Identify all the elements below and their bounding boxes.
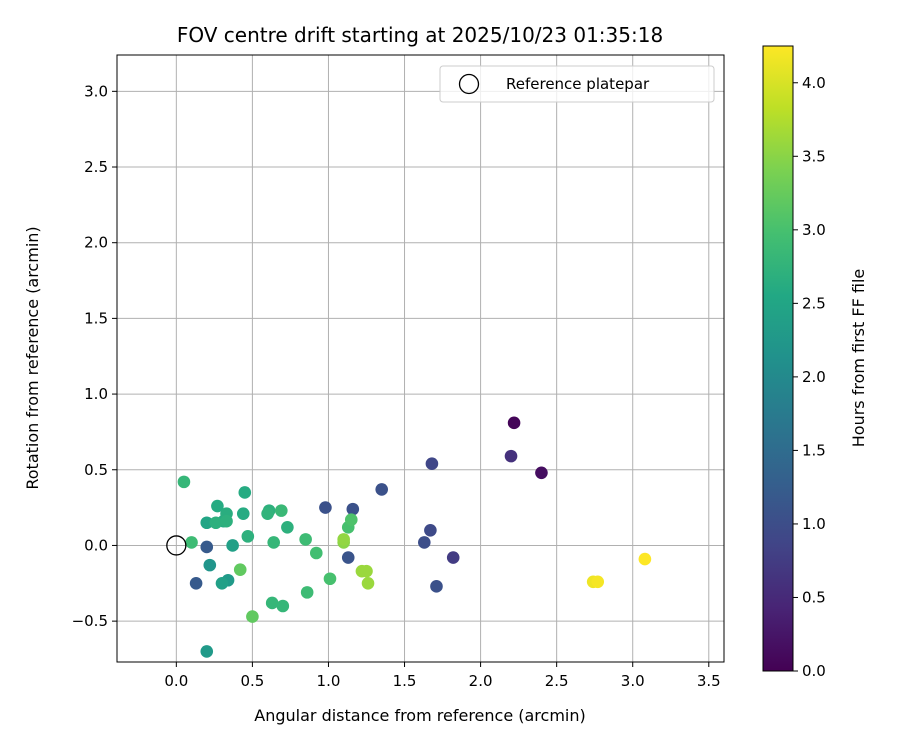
colorbar-tick-label: 2.0	[802, 368, 826, 386]
data-point	[189, 576, 203, 590]
x-tick-label: 0.0	[164, 672, 188, 690]
colorbar-tick-label: 0.0	[802, 662, 826, 680]
data-point	[203, 558, 217, 572]
data-point	[344, 513, 358, 527]
data-point	[233, 563, 247, 576]
y-tick-label: −0.5	[72, 612, 108, 630]
data-point	[185, 536, 198, 549]
y-tick-label: 2.0	[84, 234, 108, 252]
x-tick-label: 0.5	[240, 672, 264, 690]
x-tick-label: 1.0	[317, 672, 341, 690]
data-point	[226, 539, 239, 552]
colorbar: 0.0 0.5 1.0 1.5 2.0 2.5 3.0 3.5 4.0 Hours from f…	[762, 45, 868, 680]
reference-marker-group	[166, 535, 187, 556]
data-point	[177, 475, 191, 489]
x-tick-label: 3.5	[697, 672, 721, 690]
y-axis-label: Rotation from reference (arcmin)	[23, 226, 42, 489]
data-point	[504, 449, 518, 463]
y-axis-ticks: −0.5 0.0 0.5 1.0 1.5 2.0 2.5 3.0	[72, 82, 117, 630]
data-point	[215, 576, 229, 590]
data-point	[319, 501, 332, 514]
plot-frame	[116, 54, 725, 663]
colorbar-tick-label: 3.5	[802, 147, 826, 165]
data-point	[220, 514, 233, 528]
data-point	[591, 575, 605, 589]
x-tick-label: 1.5	[393, 672, 417, 690]
data-point	[236, 507, 250, 520]
data-point	[211, 499, 224, 513]
data-point	[246, 610, 259, 623]
data-point	[241, 530, 255, 543]
x-tick-label: 2.5	[545, 672, 569, 690]
data-point	[300, 586, 314, 599]
colorbar-ticks: 0.0 0.5 1.0 1.5 2.0 2.5 3.0 3.5 4.0	[793, 74, 826, 680]
colorbar-label: Hours from first FF file	[849, 269, 868, 448]
data-point	[535, 466, 548, 480]
y-tick-label: 1.0	[84, 385, 108, 403]
legend-label: Reference platepar	[506, 75, 650, 93]
x-tick-label: 3.0	[621, 672, 645, 690]
data-point	[200, 645, 214, 658]
data-point	[418, 536, 431, 549]
reference-platepar-marker	[166, 535, 187, 556]
data-point	[281, 520, 294, 534]
colorbar-tick-label: 1.5	[802, 441, 826, 459]
data-points	[177, 416, 652, 658]
data-point	[261, 507, 274, 520]
y-tick-label: 3.0	[84, 82, 108, 100]
colorbar-gradient	[762, 45, 794, 672]
data-point	[360, 564, 373, 578]
colorbar-tick-label: 4.0	[802, 74, 826, 92]
y-tick-label: 0.0	[84, 536, 108, 554]
colorbar-tick-label: 0.5	[802, 588, 826, 606]
data-point	[337, 533, 350, 546]
data-point	[299, 533, 312, 546]
data-point	[238, 486, 252, 499]
data-point	[424, 524, 437, 537]
colorbar-tick-label: 3.0	[802, 221, 826, 239]
y-tick-label: 1.5	[84, 309, 108, 327]
data-point	[638, 552, 652, 566]
legend-open-circle-marker	[458, 73, 480, 95]
data-point	[430, 580, 443, 593]
grid-lines	[117, 55, 724, 662]
data-point	[507, 416, 521, 430]
colorbar-tick-label: 2.5	[802, 294, 826, 312]
x-axis-label: Angular distance from reference (arcmin)	[254, 706, 585, 725]
y-tick-label: 0.5	[84, 461, 108, 479]
data-point	[276, 599, 290, 613]
data-point	[309, 546, 323, 560]
y-tick-label: 2.5	[84, 158, 108, 176]
colorbar-tick-label: 1.0	[802, 515, 826, 533]
data-point	[425, 457, 439, 471]
x-axis-ticks: 0.0 0.5 1.0 1.5 2.0 2.5 3.0 3.5	[164, 662, 721, 690]
data-point	[341, 551, 355, 564]
data-point	[200, 540, 214, 554]
data-point	[200, 516, 214, 530]
data-point	[209, 516, 223, 530]
legend-box	[439, 65, 715, 103]
chart-title: FOV centre drift starting at 2025/10/23 …	[177, 23, 663, 47]
data-point	[446, 551, 460, 564]
legend: Reference platepar	[439, 65, 715, 103]
data-point	[275, 504, 288, 517]
data-point	[323, 572, 337, 586]
data-point	[265, 596, 279, 610]
x-tick-label: 2.0	[469, 672, 493, 690]
data-point	[267, 536, 280, 549]
data-point	[375, 483, 389, 496]
data-point	[346, 502, 360, 516]
data-point	[361, 576, 375, 590]
